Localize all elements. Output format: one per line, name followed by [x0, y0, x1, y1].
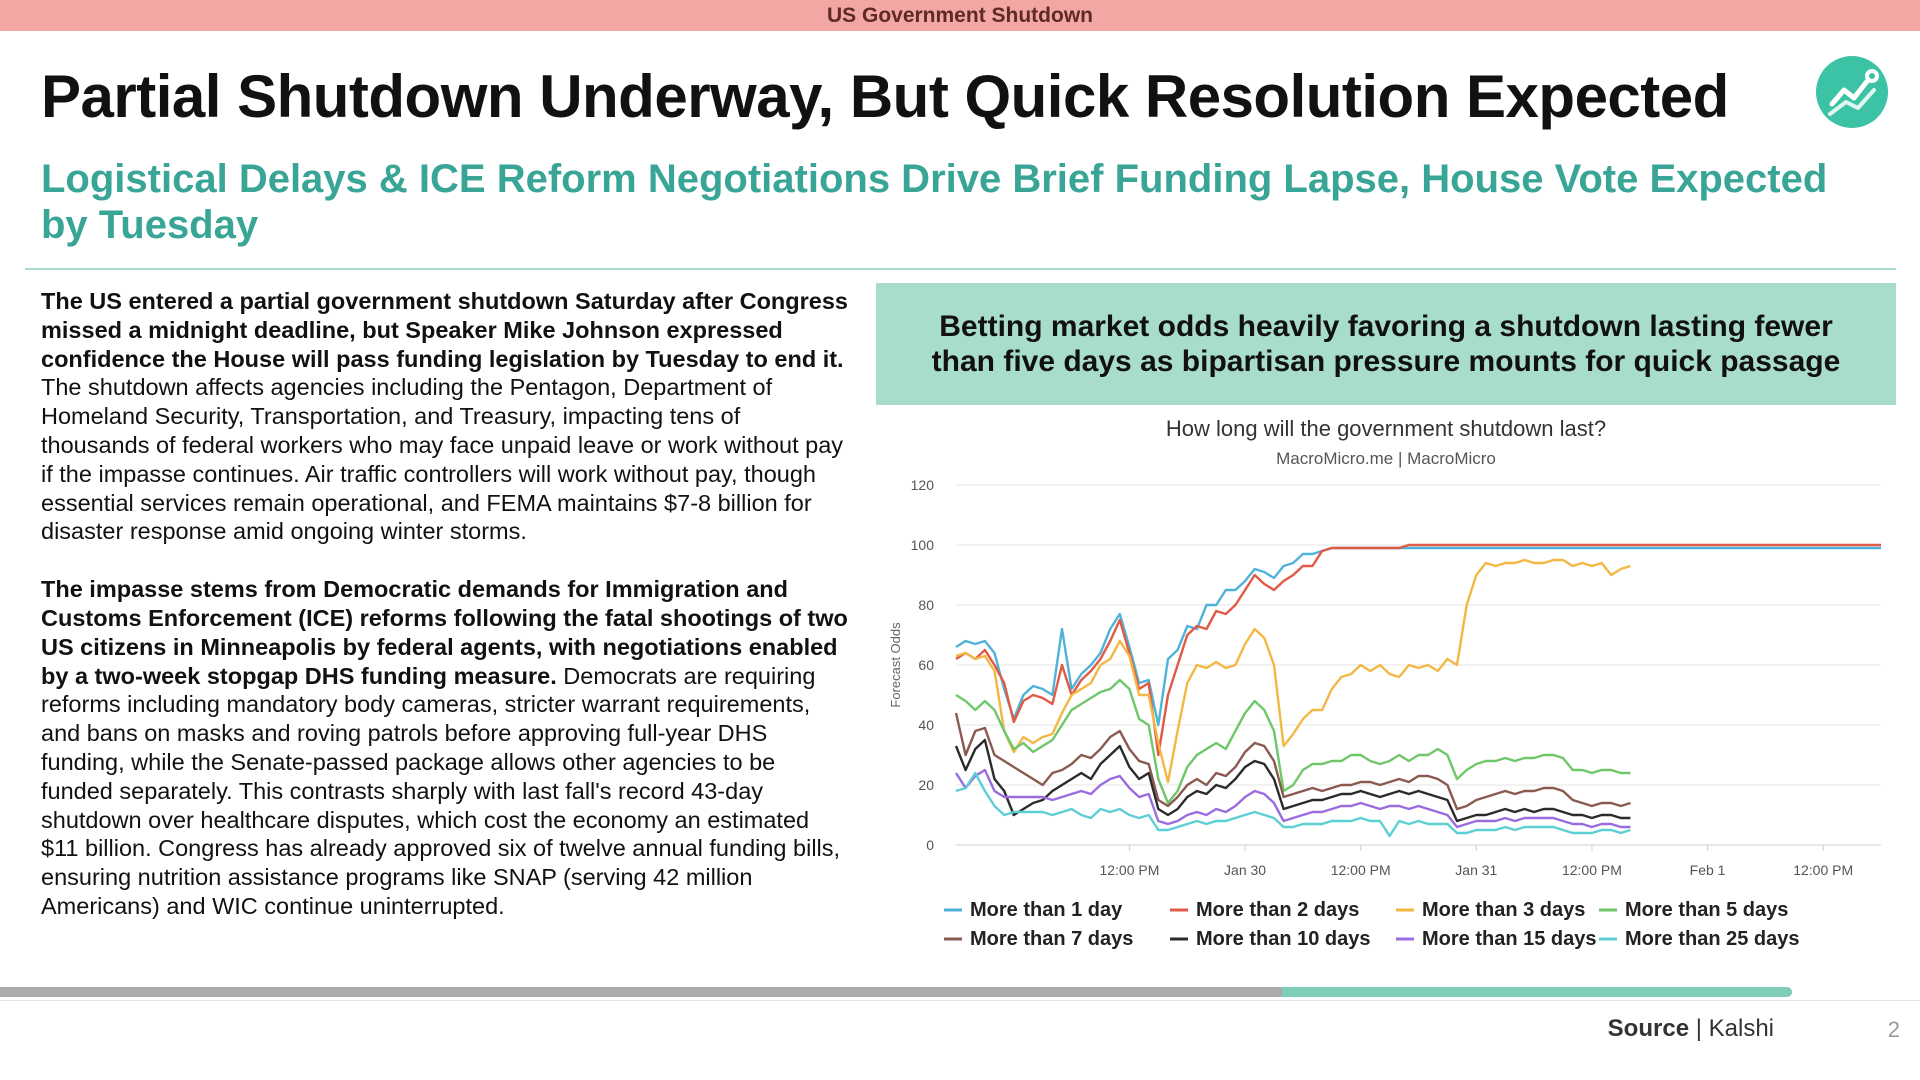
legend-label: More than 3 days	[1422, 899, 1585, 921]
series-line	[955, 543, 1881, 757]
page-title: Partial Shutdown Underway, But Quick Res…	[41, 63, 1729, 130]
line-chart: How long will the government shutdown la…	[876, 410, 1896, 970]
header-divider	[25, 268, 1896, 270]
x-tick-label: Jan 31	[1455, 862, 1497, 878]
footer-divider	[0, 1000, 1920, 1001]
x-tick-label: 12:00 PM	[1099, 862, 1159, 878]
y-tick-label: 80	[918, 597, 934, 613]
series-line	[955, 771, 1631, 838]
callout-box: Betting market odds heavily favoring a s…	[876, 283, 1896, 405]
page-subtitle: Logistical Delays & ICE Reform Negotiati…	[41, 157, 1828, 247]
article-body: The US entered a partial government shut…	[41, 287, 851, 950]
source-credit: Source | Kalshi	[1500, 1015, 1774, 1043]
chart-subtitle: MacroMicro.me | MacroMicro	[1276, 449, 1496, 468]
x-tick-label: 12:00 PM	[1331, 862, 1391, 878]
paragraph-2: The impasse stems from Democratic demand…	[41, 575, 851, 921]
page-number: 2	[1887, 1017, 1900, 1042]
x-tick-label: Feb 1	[1690, 862, 1726, 878]
progress-fill	[1282, 987, 1792, 997]
y-tick-label: 0	[926, 837, 934, 853]
paragraph-2-lead: The impasse stems from Democratic demand…	[41, 576, 848, 689]
legend-label: More than 15 days	[1422, 928, 1597, 950]
chart-series	[954, 543, 1881, 838]
x-tick-label: 12:00 PM	[1793, 862, 1853, 878]
y-tick-label: 40	[918, 717, 934, 733]
paragraph-2-text: Democrats are requiring reforms includin…	[41, 662, 841, 919]
y-tick-label: 20	[918, 777, 934, 793]
y-tick-label: 60	[918, 657, 934, 673]
section-banner: US Government Shutdown	[0, 0, 1920, 31]
source-separator: |	[1689, 1015, 1709, 1042]
source-label: Source	[1607, 1015, 1690, 1042]
progress-track	[0, 987, 1792, 997]
series-line	[955, 678, 1631, 805]
legend-label: More than 1 day	[970, 899, 1123, 921]
paragraph-1-lead: The US entered a partial government shut…	[41, 288, 848, 372]
paragraph-1-text: The shutdown affects agencies including …	[41, 374, 844, 545]
source-value: Kalshi	[1708, 1015, 1774, 1042]
chart-svg: How long will the government shutdown la…	[888, 416, 1881, 950]
y-tick-label: 100	[911, 537, 935, 553]
x-tick-label: Jan 30	[1224, 862, 1266, 878]
series-line	[955, 546, 1881, 727]
legend-label: More than 10 days	[1196, 928, 1371, 950]
series-line	[955, 558, 1631, 784]
chart-title: How long will the government shutdown la…	[1166, 416, 1606, 441]
series-line	[954, 738, 1631, 823]
y-axis-label: Forecast Odds	[888, 622, 903, 708]
legend-label: More than 7 days	[970, 928, 1133, 950]
paragraph-1: The US entered a partial government shut…	[41, 287, 851, 546]
x-tick-label: 12:00 PM	[1562, 862, 1622, 878]
series-line	[954, 712, 1631, 811]
chart-legend: More than 1 day More than 2 days More than…	[944, 899, 1800, 950]
callout-text: Betting market odds heavily favoring a s…	[931, 310, 1841, 378]
chart-axes: 0 20 40 60 80 100 120 12:00 PM Jan 30 12:00 PM Jan…	[911, 477, 1881, 878]
series-line	[954, 768, 1631, 829]
legend-label: More than 5 days	[1625, 899, 1788, 921]
legend-label: More than 25 days	[1625, 928, 1800, 950]
legend-label: More than 2 days	[1196, 899, 1359, 921]
y-tick-label: 120	[911, 477, 935, 493]
chart-trend-logo-icon	[1816, 56, 1888, 128]
